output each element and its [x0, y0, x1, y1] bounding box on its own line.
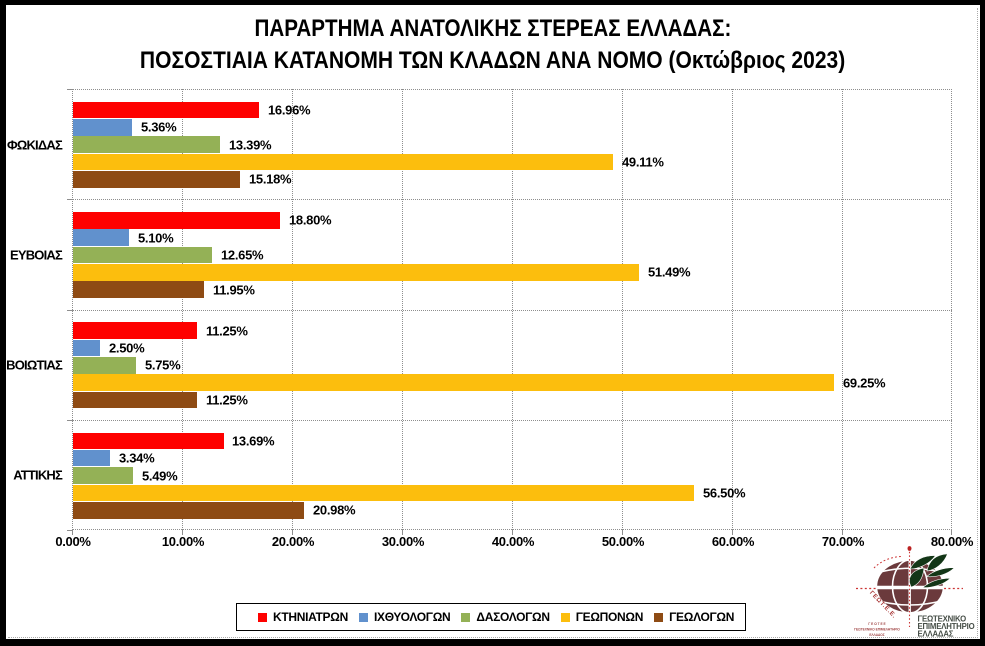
svg-text:ΓΕΩΤΕΧΝΙΚΟ: ΓΕΩΤΕΧΝΙΚΟ	[918, 615, 967, 624]
svg-text:ΕΛΛΑΔΑΣ: ΕΛΛΑΔΑΣ	[918, 630, 954, 639]
svg-text:ΓΕΩΤΕΧΝΙΚΟ ΕΠΙΜΕΛΗΤΗΡΙΟ: ΓΕΩΤΕΧΝΙΚΟ ΕΠΙΜΕΛΗΤΗΡΙΟ	[854, 628, 900, 632]
svg-text:Γ Ε Ω Τ Ε Ε: Γ Ε Ω Τ Ε Ε	[868, 622, 885, 626]
svg-text:ΕΠΙΜΕΛΗΤΗΡΙΟ: ΕΠΙΜΕΛΗΤΗΡΙΟ	[918, 622, 975, 631]
svg-text:ΕΛΛΑΔΟΣ: ΕΛΛΑΔΟΣ	[869, 633, 884, 637]
